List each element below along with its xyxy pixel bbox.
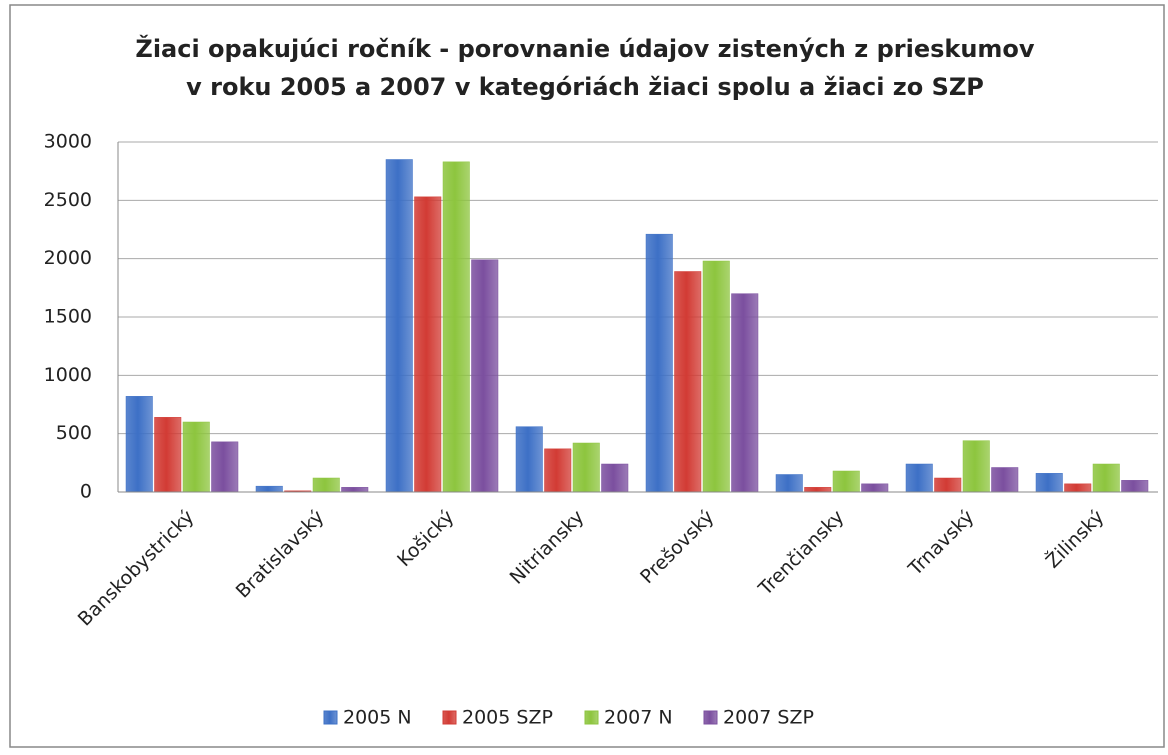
- bar: [601, 463, 629, 493]
- bar: [832, 470, 860, 493]
- bar: [515, 426, 543, 493]
- bar: [934, 477, 962, 493]
- legend-swatch: [323, 710, 338, 725]
- bar: [645, 233, 673, 493]
- legend-swatch: [584, 710, 599, 725]
- y-tick-label: 1500: [44, 306, 92, 328]
- chart-title: v roku 2005 a 2007 v kategóriách žiaci s…: [186, 73, 984, 101]
- legend-swatch: [703, 710, 718, 725]
- bar: [775, 474, 803, 493]
- bar: [471, 259, 499, 493]
- bar: [442, 161, 470, 493]
- bar: [1035, 473, 1063, 493]
- y-tick-label: 0: [80, 481, 92, 503]
- y-tick-label: 1000: [44, 364, 92, 386]
- bar: [905, 463, 933, 493]
- bar: [312, 477, 340, 493]
- bar: [414, 196, 442, 493]
- legend-label: 2007 SZP: [723, 707, 814, 729]
- bar: [1092, 463, 1120, 493]
- bar: [544, 448, 572, 493]
- bar: [1121, 480, 1149, 493]
- chart-frame: [9, 4, 1165, 748]
- bar: [572, 442, 600, 493]
- y-tick-label: 3000: [44, 131, 92, 153]
- legend-label: 2005 N: [343, 707, 412, 729]
- bar: [211, 441, 239, 493]
- bar: [861, 483, 889, 493]
- bar: [962, 440, 990, 493]
- y-tick-label: 2000: [44, 247, 92, 269]
- bar: [702, 260, 730, 493]
- bar: [674, 271, 702, 493]
- legend-label: 2005 SZP: [462, 707, 553, 729]
- chart-title: Žiaci opakujúci ročník - porovnanie údaj…: [135, 34, 1035, 63]
- bar: [385, 159, 413, 493]
- bar: [991, 467, 1019, 493]
- legend-label: 2007 N: [604, 707, 673, 729]
- bar: [731, 293, 759, 493]
- bar: [341, 487, 369, 493]
- y-tick-label: 500: [56, 422, 92, 444]
- y-tick-label: 2500: [44, 189, 92, 211]
- bar: [154, 417, 182, 493]
- bar: [804, 487, 832, 493]
- bar: [125, 396, 153, 493]
- bar: [182, 421, 210, 493]
- bar: [1064, 483, 1092, 493]
- legend-swatch: [442, 710, 457, 725]
- bar: [255, 485, 283, 493]
